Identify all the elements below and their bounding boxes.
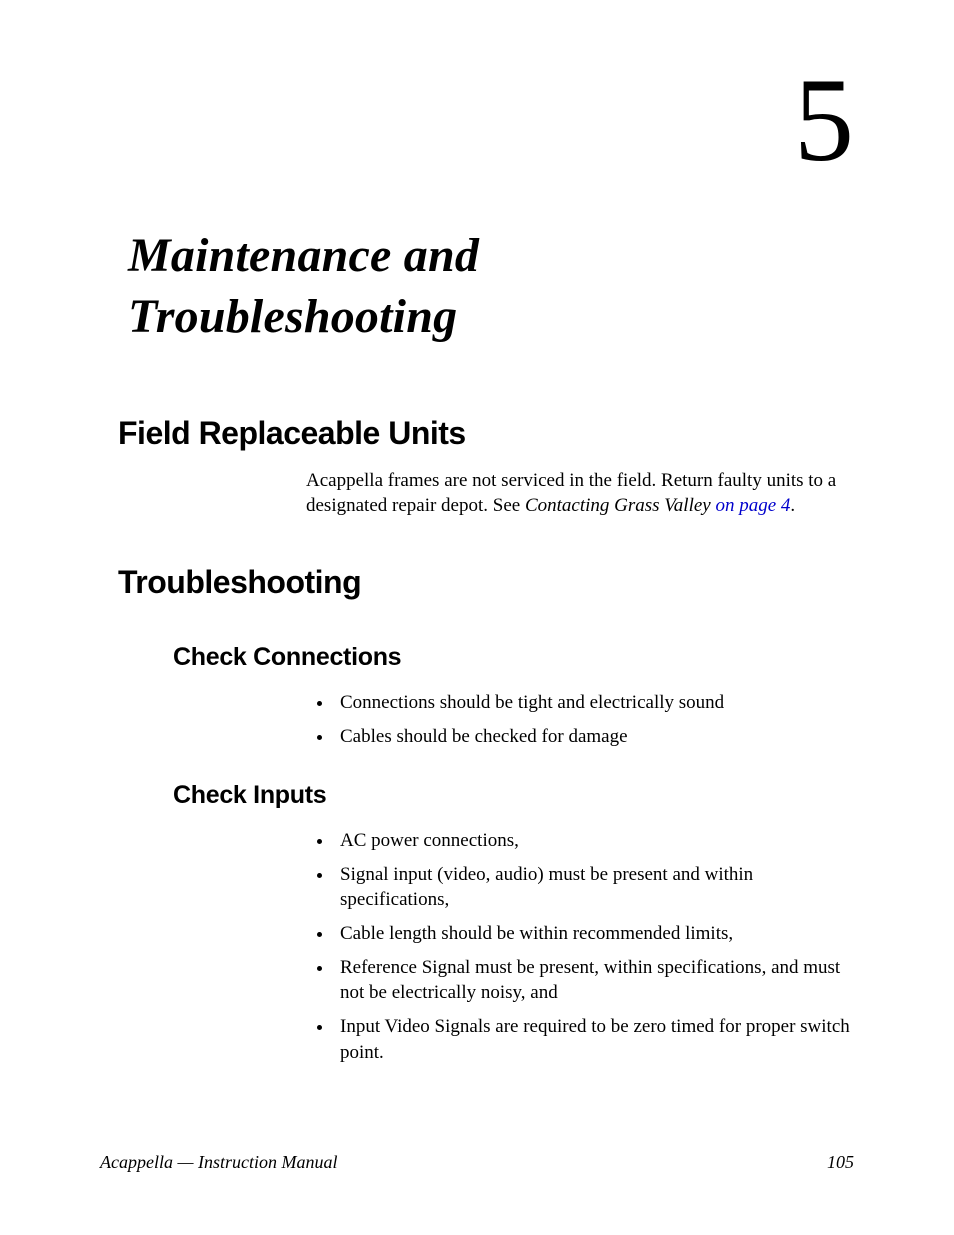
fru-para-link[interactable]: on page 4 xyxy=(711,495,791,516)
fru-para-post: . xyxy=(790,495,795,516)
chapter-number: 5 xyxy=(794,60,854,180)
list-item: AC power connections, xyxy=(334,828,854,853)
page: 5 Maintenance and Troubleshooting Field … xyxy=(0,0,954,1235)
footer-document-title: Acappella — Instruction Manual xyxy=(100,1152,337,1173)
heading-check-inputs: Check Inputs xyxy=(173,781,326,810)
heading-check-connections: Check Connections xyxy=(173,643,401,672)
chapter-title: Maintenance and Troubleshooting xyxy=(128,225,479,348)
heading-troubleshooting: Troubleshooting xyxy=(118,564,361,601)
chapter-title-line2: Troubleshooting xyxy=(128,290,457,343)
list-item: Cable length should be within recommende… xyxy=(334,921,854,946)
chapter-title-line1: Maintenance and xyxy=(128,229,479,282)
list-item: Signal input (video, audio) must be pres… xyxy=(334,862,854,912)
list-item: Connections should be tight and electric… xyxy=(334,690,854,715)
heading-field-replaceable-units: Field Replaceable Units xyxy=(118,415,466,452)
list-item: Cables should be checked for damage xyxy=(334,724,854,749)
footer-page-number: 105 xyxy=(827,1152,854,1173)
check-connections-list: Connections should be tight and electric… xyxy=(306,690,854,758)
list-item: Input Video Signals are required to be z… xyxy=(334,1014,854,1064)
list-item: Reference Signal must be present, within… xyxy=(334,955,854,1005)
check-inputs-list: AC power connections, Signal input (vide… xyxy=(306,828,854,1074)
fru-paragraph: Acappella frames are not serviced in the… xyxy=(306,468,854,518)
fru-para-italic: Contacting Grass Valley xyxy=(525,495,711,516)
